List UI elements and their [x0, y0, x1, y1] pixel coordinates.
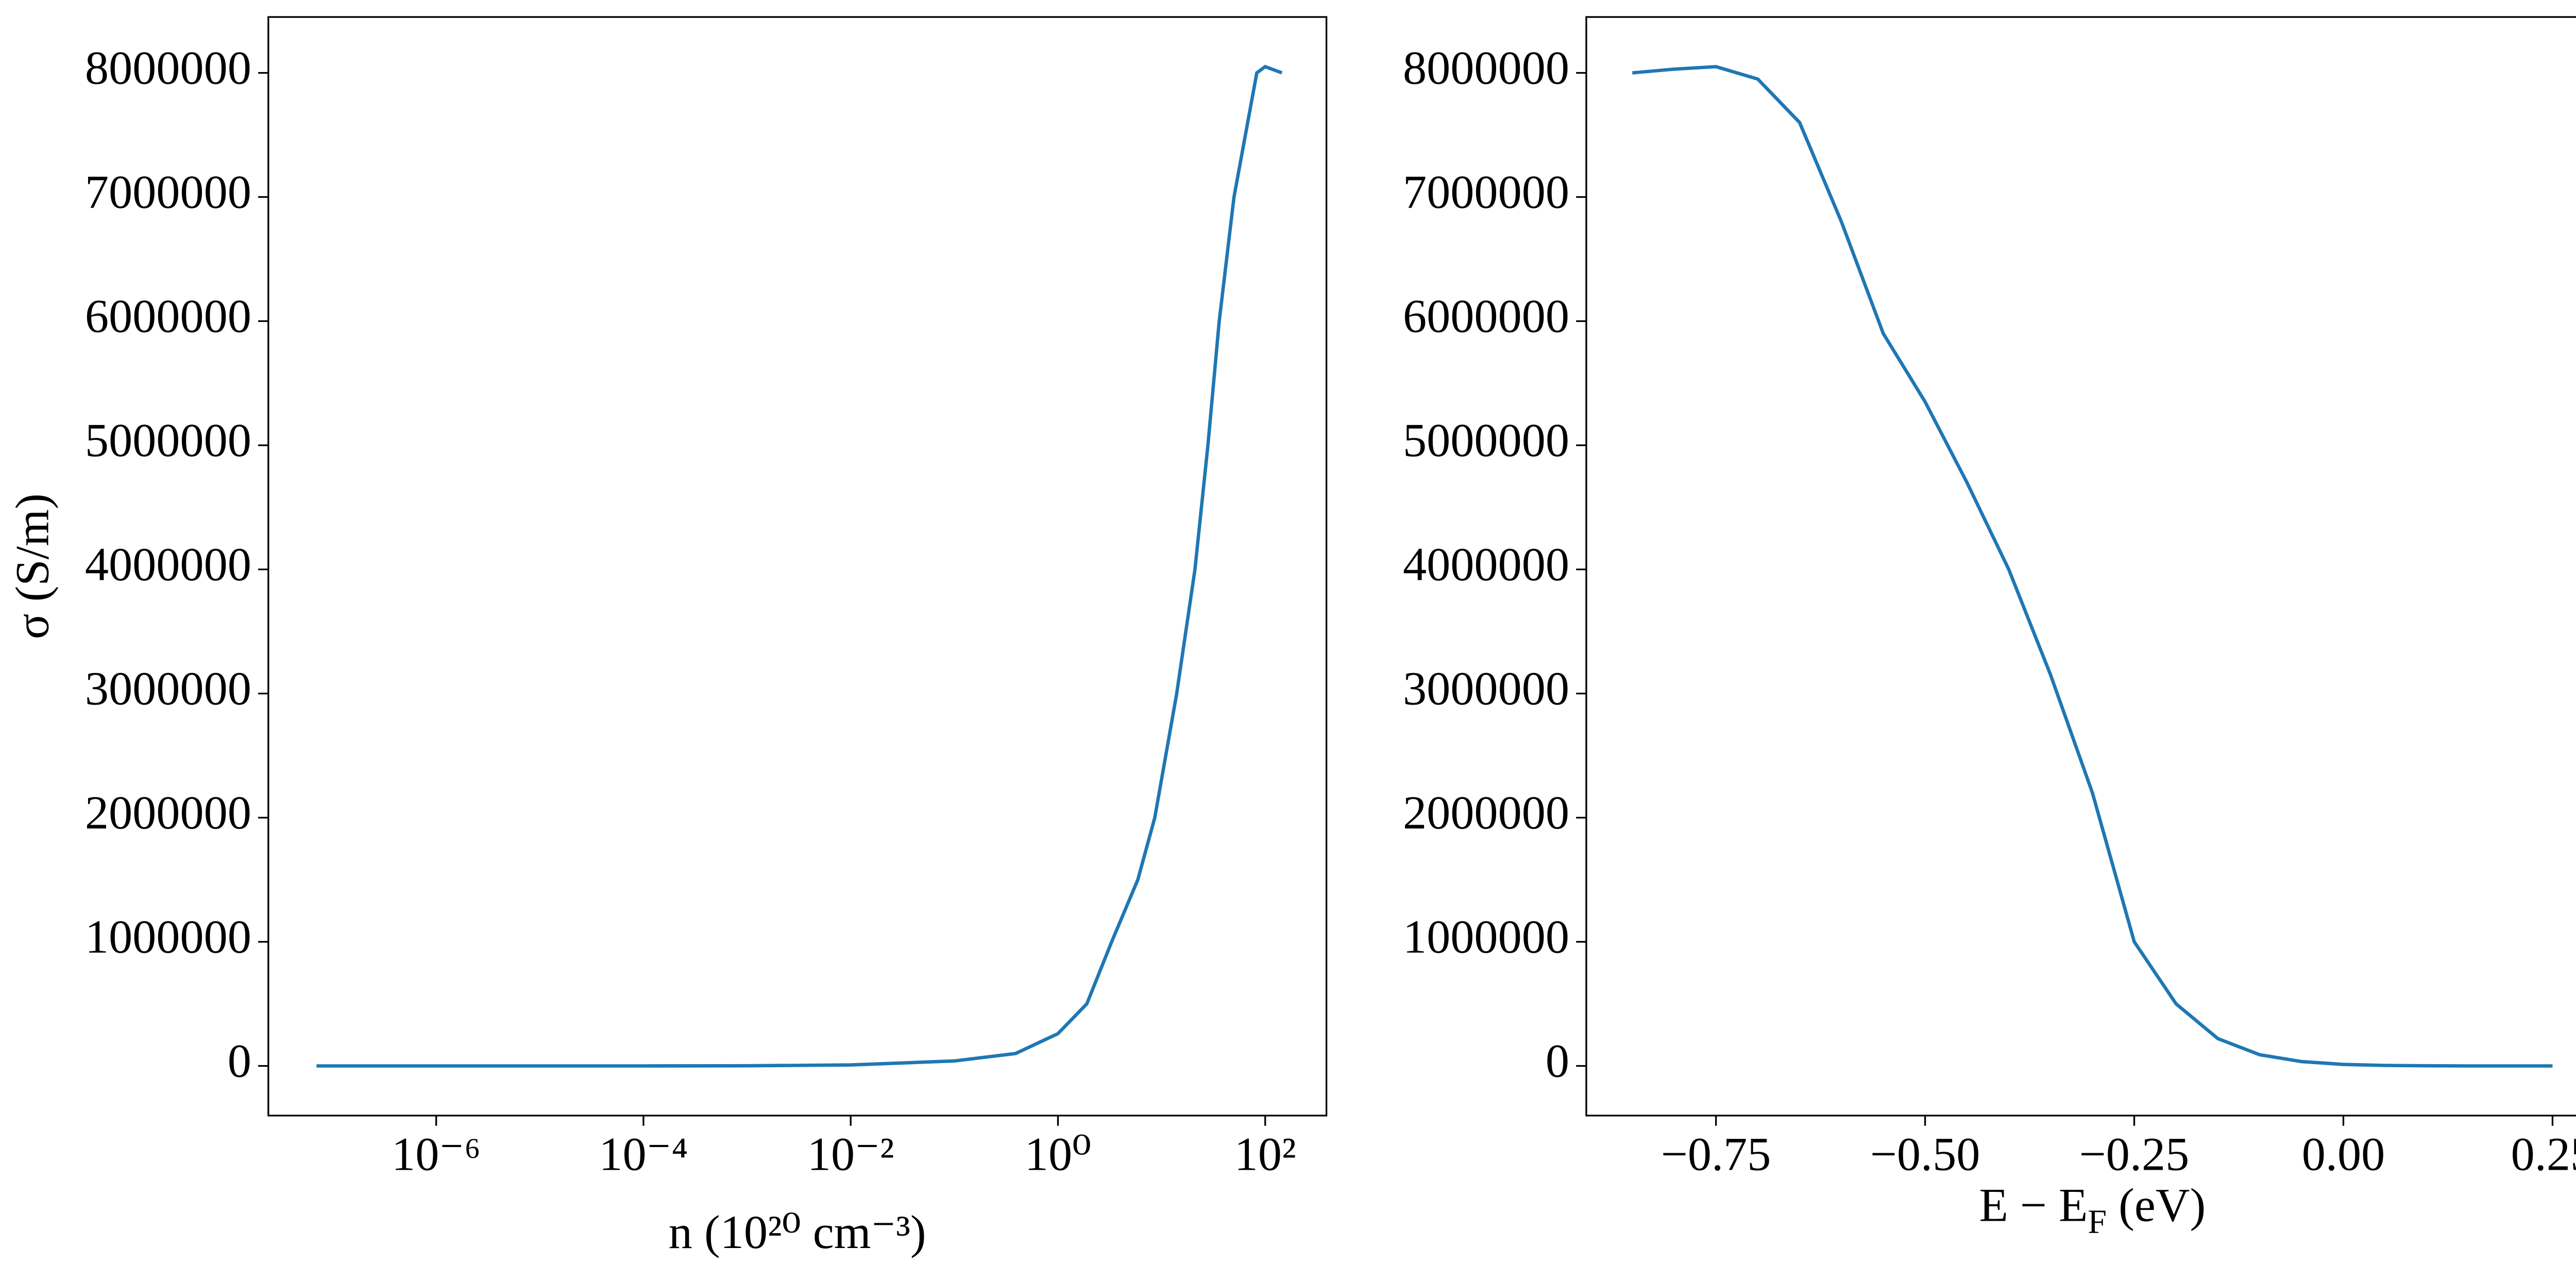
y-tick-label: 2000000: [85, 787, 251, 839]
y-tick-label: 5000000: [85, 414, 251, 467]
y-tick-label: 0: [1546, 1035, 1569, 1087]
y-tick-label: 1000000: [85, 911, 251, 963]
y-tick-label: 4000000: [1403, 538, 1569, 591]
y-tick-label: 4000000: [85, 538, 251, 591]
x-tick-label: 10²: [1234, 1127, 1296, 1180]
x-axis-label-part: (eV): [2107, 1178, 2206, 1231]
y-tick-label: 5000000: [1403, 414, 1569, 467]
y-tick-label: 8000000: [85, 42, 251, 94]
x-tick-label: 0.00: [2302, 1127, 2385, 1180]
axes: 0 1000000 2000000 3000000 4000000 5000000 6000…: [6, 16, 1328, 1258]
y-tick-label: 7000000: [1403, 166, 1569, 218]
x-tick-label: 10⁻²: [807, 1127, 894, 1180]
y-tick-label: 3000000: [85, 662, 251, 715]
y-tick-label: 3000000: [1403, 662, 1569, 715]
y-tick-label: 6000000: [85, 290, 251, 343]
x-tick-label: −0.50: [1870, 1127, 1980, 1180]
y-axis-label: σ (S/m): [6, 493, 59, 639]
x-tick-label: 0.25: [2511, 1127, 2576, 1180]
x-axis-label: n (10²⁰ cm⁻³): [669, 1206, 926, 1258]
y-tick-label: 1000000: [1403, 911, 1569, 963]
x-tick-label: −0.75: [1661, 1127, 1771, 1180]
y-tick-label: 2000000: [1403, 787, 1569, 839]
y-tick-label: 7000000: [85, 166, 251, 218]
x-axis-label: E − EF (eV): [1979, 1178, 2206, 1240]
x-axis-label-part: F: [2088, 1203, 2107, 1240]
y-tick-label: 6000000: [1403, 290, 1569, 343]
x-axis-label-part: E − E: [1979, 1178, 2088, 1231]
data-line: [1632, 65, 2553, 1068]
axes-frame: [267, 16, 1328, 1117]
axes: 0 1000000 2000000 3000000 4000000 5000000 6000…: [1403, 16, 2576, 1240]
x-tick-label: 10⁻⁴: [599, 1127, 688, 1180]
x-tick-label: 10⁰: [1025, 1127, 1091, 1180]
x-tick-label: 10⁻⁶: [392, 1127, 481, 1180]
axes-frame: [1585, 16, 2576, 1117]
y-tick-label: 0: [228, 1035, 251, 1087]
y-tick-label: 8000000: [1403, 42, 1569, 94]
data-line: [316, 64, 1283, 1068]
x-tick-label: −0.25: [2079, 1127, 2190, 1180]
